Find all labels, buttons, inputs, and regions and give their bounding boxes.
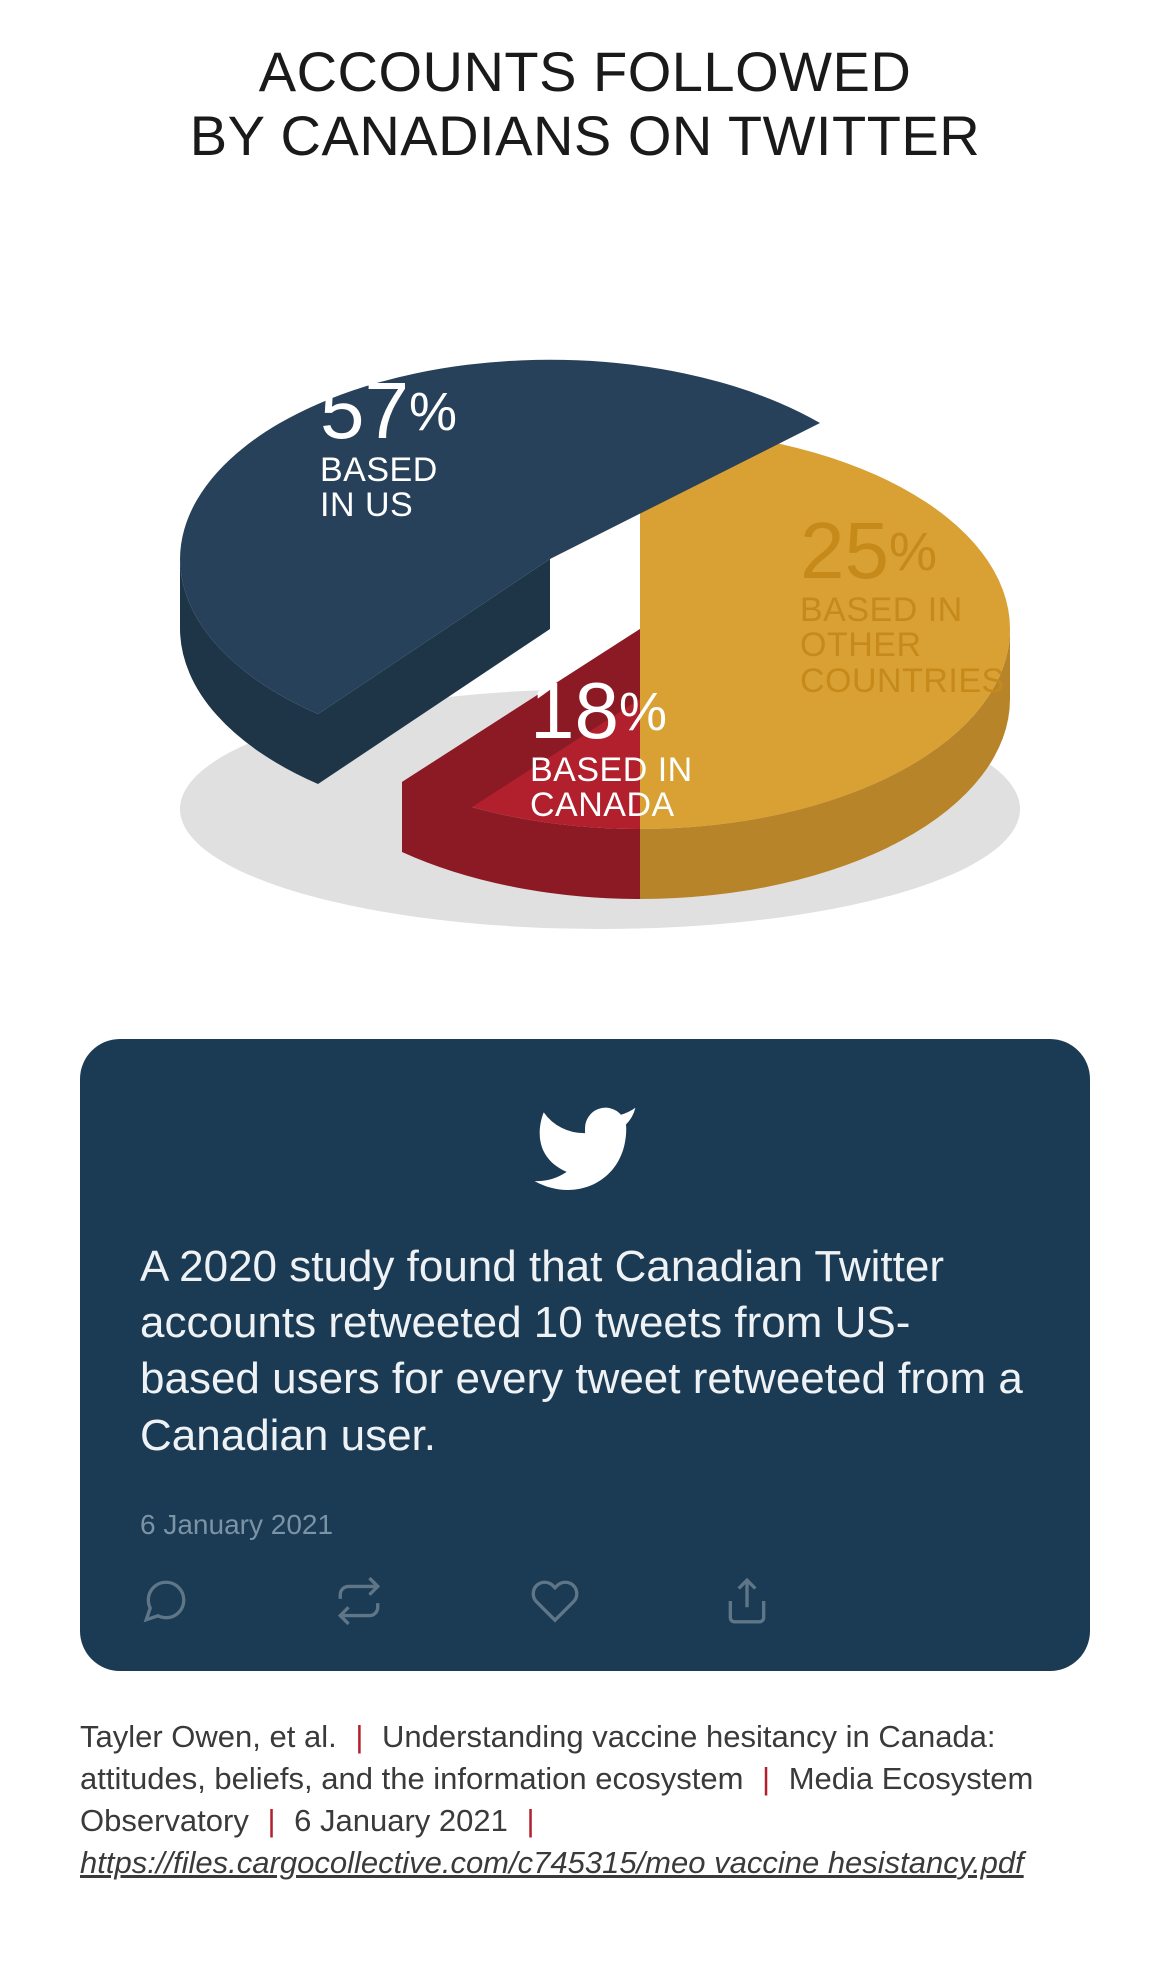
- citation-author: Tayler Owen, et al.: [80, 1719, 337, 1754]
- other-l2: COUNTRIES: [800, 662, 1005, 700]
- chart-title: ACCOUNTS FOLLOWED BY CANADIANS ON TWITTE…: [80, 40, 1090, 169]
- us-l1: BASED: [320, 451, 438, 489]
- us-pct-sign: %: [409, 382, 457, 442]
- tweet-actions: [140, 1576, 1030, 1626]
- like-icon[interactable]: [528, 1576, 582, 1626]
- ca-pct-sign: %: [619, 682, 667, 742]
- pie-chart: 57% BASEDIN US 25% BASED IN OTHERCOUNTRI…: [80, 199, 1090, 1019]
- twitter-bird-icon: [520, 1094, 650, 1204]
- ca-pct: 18: [530, 666, 619, 755]
- citation: Tayler Owen, et al. | Understanding vacc…: [80, 1716, 1090, 1883]
- infographic-root: ACCOUNTS FOLLOWED BY CANADIANS ON TWITTE…: [0, 0, 1170, 1988]
- tweet-date: 6 January 2021: [140, 1509, 1030, 1541]
- us-l2: IN US: [320, 486, 413, 524]
- tweet-text: A 2020 study found that Canadian Twitter…: [140, 1239, 1030, 1464]
- other-pct: 25: [800, 506, 889, 595]
- us-pct: 57: [320, 366, 409, 455]
- label-us: 57% BASEDIN US: [320, 369, 457, 524]
- citation-sep: |: [257, 1803, 285, 1838]
- reply-icon[interactable]: [140, 1576, 190, 1626]
- retweet-icon[interactable]: [330, 1576, 388, 1626]
- tweet-card: A 2020 study found that Canadian Twitter…: [80, 1039, 1090, 1671]
- citation-sep: |: [517, 1803, 545, 1838]
- citation-date: 6 January 2021: [294, 1803, 508, 1838]
- title-line-2: BY CANADIANS ON TWITTER: [190, 104, 980, 167]
- label-canada: 18% BASED INCANADA: [530, 669, 693, 824]
- ca-l2: CANADA: [530, 786, 675, 824]
- ca-l1: BASED IN: [530, 751, 693, 789]
- other-l1: BASED IN OTHER: [800, 591, 963, 665]
- citation-link[interactable]: https://files.cargocollective.com/c74531…: [80, 1845, 1024, 1880]
- citation-sep: |: [752, 1761, 780, 1796]
- share-icon[interactable]: [722, 1576, 772, 1626]
- label-other: 25% BASED IN OTHERCOUNTRIES: [800, 509, 1090, 700]
- citation-sep: |: [345, 1719, 373, 1754]
- other-pct-sign: %: [889, 522, 937, 582]
- title-line-1: ACCOUNTS FOLLOWED: [259, 40, 912, 103]
